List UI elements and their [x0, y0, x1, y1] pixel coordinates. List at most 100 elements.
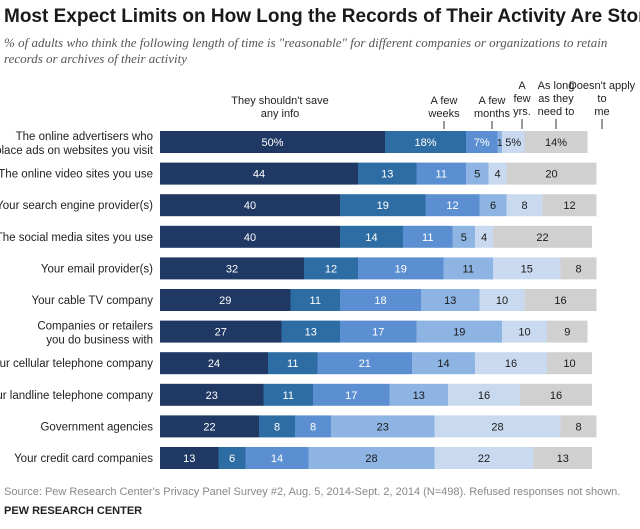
legend-label: They shouldn't save any info	[231, 95, 329, 120]
bar-segment	[448, 383, 520, 406]
bar-segment	[281, 320, 340, 343]
bar-segment	[385, 131, 466, 153]
data-label: 29	[219, 295, 231, 307]
bar-segment	[160, 320, 282, 343]
bar-segment	[547, 352, 592, 375]
category-label: The online video sites you use	[0, 169, 153, 181]
data-label: 23	[377, 421, 389, 433]
bar-segment	[160, 131, 385, 153]
chart-title: Most Expect Limits on How Long the Recor…	[4, 6, 640, 27]
bar-segment	[389, 383, 448, 406]
bar-segment	[340, 320, 417, 343]
data-label: 23	[206, 390, 218, 402]
data-label: 13	[305, 327, 317, 339]
category-label: Government agencies	[40, 421, 153, 433]
data-label: 28	[365, 453, 377, 465]
data-label: 16	[550, 390, 562, 402]
data-label: 13	[381, 169, 393, 181]
data-label: 1	[497, 138, 503, 149]
bar-segment	[434, 447, 534, 469]
bar-segment	[542, 194, 597, 217]
bar-segment	[259, 415, 295, 438]
category-label: Your credit card companies	[14, 453, 153, 465]
category-label: Your cellular telephone company	[0, 358, 153, 370]
bar-segment	[160, 289, 291, 311]
data-label: 14	[365, 232, 377, 244]
data-label: 11	[422, 232, 433, 244]
bar-segment	[479, 194, 507, 217]
bar-segment	[547, 320, 588, 343]
bar-segment	[502, 320, 547, 343]
bar-segment	[506, 162, 597, 185]
data-label: 13	[183, 453, 195, 465]
bar-segment	[340, 289, 421, 311]
data-label: 13	[444, 295, 456, 307]
data-label: 19	[453, 327, 465, 339]
bar-segment	[268, 352, 318, 375]
bar-segment	[358, 162, 417, 185]
data-label: 4	[494, 169, 500, 181]
bar-segment	[245, 447, 309, 469]
bar-segment	[160, 194, 340, 217]
data-label: 10	[518, 327, 530, 339]
bar-segment	[434, 415, 561, 438]
bar-segment	[160, 415, 259, 438]
bar-segment	[317, 352, 412, 375]
data-label: 8	[575, 421, 581, 433]
data-label: 8	[274, 421, 280, 433]
data-label: 12	[563, 200, 575, 212]
data-label: 20	[545, 169, 557, 181]
bar-segment	[533, 447, 592, 469]
data-label: 16	[554, 295, 566, 307]
data-label: 28	[491, 421, 503, 433]
bar-segment	[295, 415, 331, 438]
data-label: 14	[437, 358, 449, 370]
data-label: 19	[377, 200, 389, 212]
data-label: 11	[283, 390, 294, 402]
bar-segment	[416, 162, 466, 185]
bar-segment	[560, 415, 597, 438]
bar-segment	[488, 162, 507, 185]
bar-segment	[475, 225, 493, 248]
bar-segment	[160, 352, 268, 375]
bar-segment	[263, 383, 313, 406]
data-label: 12	[325, 263, 337, 275]
bar-segment	[520, 383, 592, 406]
data-label: 6	[229, 453, 235, 465]
source-note: Source: Pew Research Center's Privacy Pa…	[4, 486, 621, 498]
data-label: 11	[287, 358, 298, 370]
bar-segment	[313, 383, 390, 406]
data-label: 10	[496, 295, 508, 307]
data-label: 12	[446, 200, 458, 212]
bar-segment	[466, 162, 489, 185]
legend-label: A few weeks	[427, 95, 460, 120]
data-label: 44	[253, 169, 265, 181]
bar-segment	[308, 447, 435, 469]
data-label: 15	[521, 263, 533, 275]
data-label: 5	[461, 232, 467, 244]
bar-segment	[160, 383, 264, 406]
bar-segment	[290, 289, 340, 311]
bar-segment	[421, 289, 480, 311]
data-label: 10	[563, 358, 575, 370]
data-label: 11	[463, 263, 474, 275]
category-label: Your search engine provider(s)	[0, 200, 153, 212]
bar-segment	[160, 447, 219, 469]
bar-segment	[497, 131, 502, 153]
data-label: 17	[372, 327, 384, 339]
data-label: 27	[215, 327, 227, 339]
bar-segment	[425, 194, 480, 217]
bar-segment	[358, 257, 444, 280]
bar-segment	[493, 225, 592, 248]
data-label: 11	[310, 295, 321, 307]
bar-segment	[160, 162, 358, 185]
legend-label: As long as they need to	[538, 80, 575, 118]
data-label: 32	[226, 263, 238, 275]
bar-segment	[502, 131, 525, 153]
data-label: 18%	[414, 137, 436, 149]
category-label: The online advertisers who place ads on w…	[0, 131, 154, 157]
data-label: 5	[474, 169, 480, 181]
data-label: 16	[478, 390, 490, 402]
data-label: 50%	[261, 137, 283, 149]
bar-segment	[416, 320, 502, 343]
